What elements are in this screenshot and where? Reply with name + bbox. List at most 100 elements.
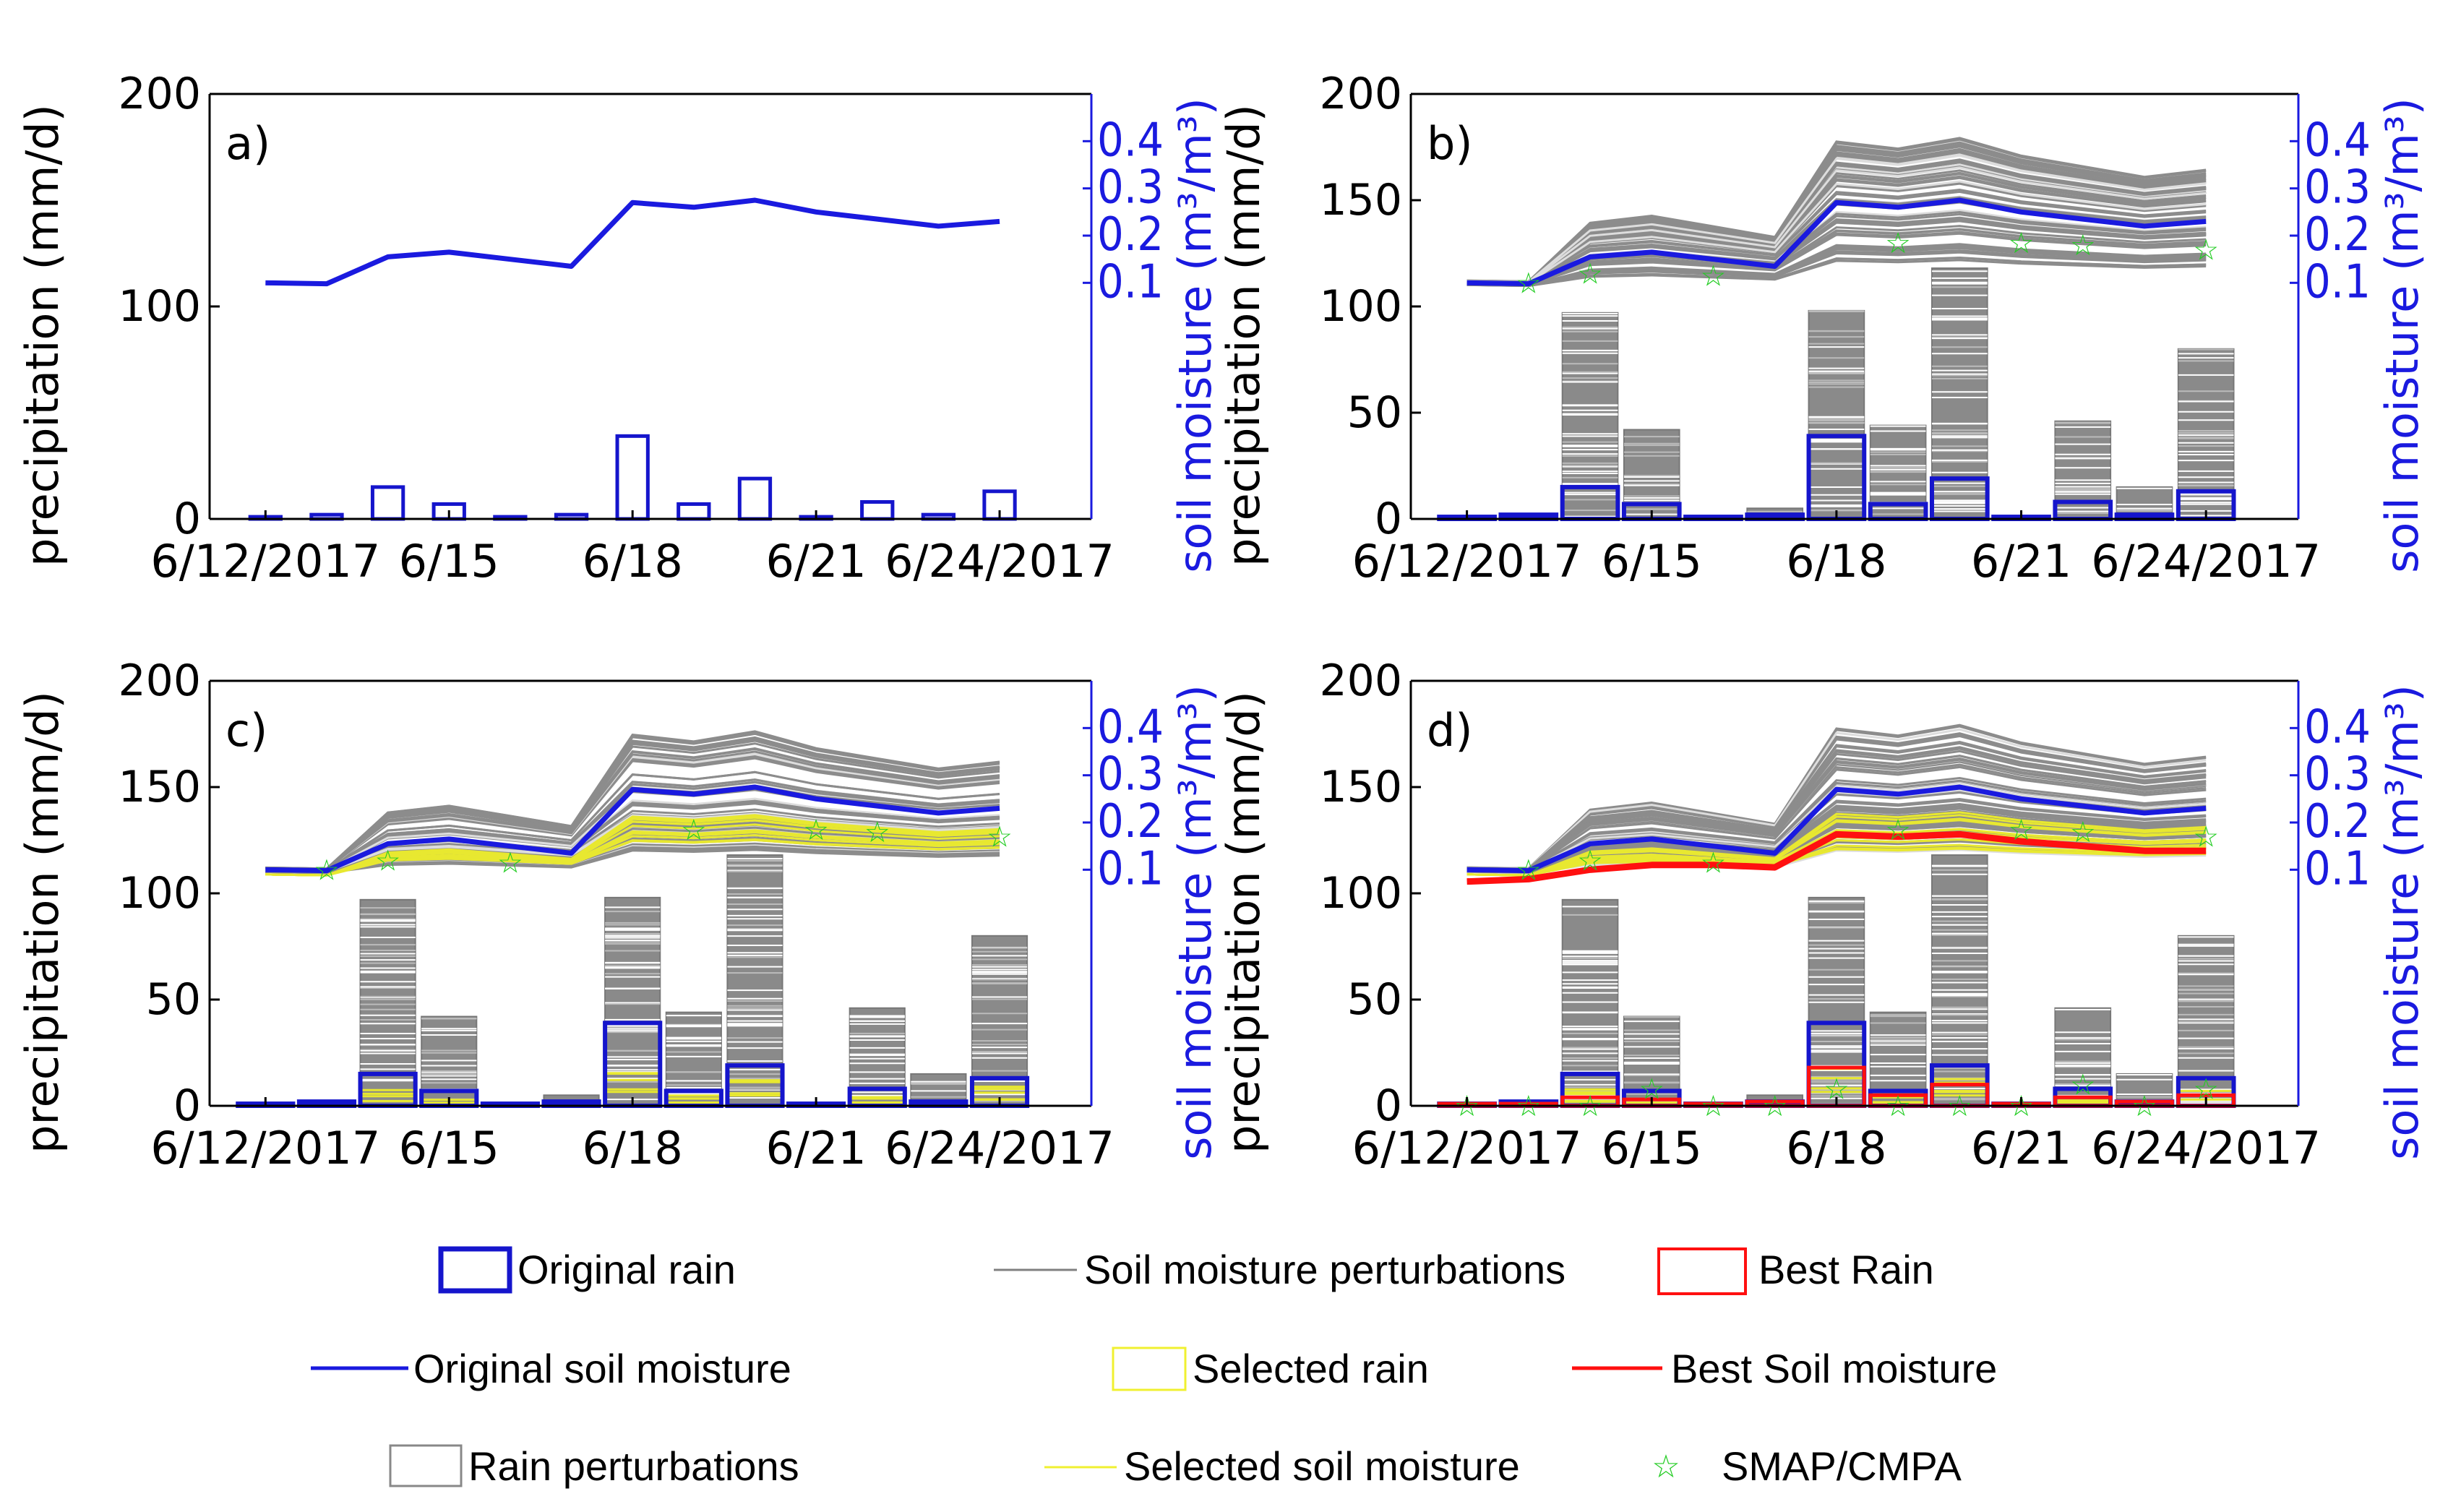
rain-perturbation-fill	[849, 1007, 906, 1107]
soil-moisture-perturbation	[265, 845, 1000, 875]
smap-marker: ☆	[2009, 814, 2035, 847]
smap-marker: ☆	[1885, 227, 1911, 260]
x-tick-label: 6/21	[765, 535, 866, 588]
selected-soil-moisture	[1466, 843, 2207, 877]
right-tick-label: 0.1	[1097, 842, 1164, 895]
smap-marker: ☆	[1701, 260, 1727, 293]
legend-original-soil-moisture-label: Original soil moisture	[413, 1346, 791, 1391]
rain-perturbation-bar	[2054, 420, 2112, 520]
rain-perturbation-bar	[726, 854, 783, 1107]
right-axis-label: soil moisture (m³/m³)	[1169, 98, 1221, 573]
soil-moisture-perturbation	[1466, 171, 2207, 284]
soil-moisture-perturbation	[1466, 141, 2207, 283]
legend-best-rain-swatch	[1657, 1247, 1747, 1295]
x-tick-label: 6/24/2017	[885, 1122, 1114, 1174]
legend-selected-soil-moisture-label: Selected soil moisture	[1124, 1443, 1520, 1489]
rain-perturbation-bar	[1930, 267, 1988, 520]
left-tick-label: 200	[118, 69, 201, 119]
original-rain-bar	[677, 502, 711, 521]
soil-moisture-perturbation	[1466, 175, 2207, 284]
soil-moisture-perturbation	[1466, 196, 2207, 285]
right-tick-label: 0.2	[1097, 208, 1164, 262]
smap-marker: ☆	[2070, 229, 2096, 262]
soil-moisture-perturbation	[1466, 145, 2207, 283]
rain-perturbation-bar	[1808, 309, 1865, 520]
right-tick-label: 0.3	[2304, 748, 2371, 802]
smap-marker: ☆	[1516, 267, 1542, 300]
soil-moisture-perturbation	[1466, 742, 2207, 870]
x-tick-label: 6/12/2017	[150, 1122, 380, 1174]
rain-perturbation-bar	[1930, 854, 1988, 1107]
smap-marker: ☆	[314, 854, 340, 887]
selected-soil-moisture	[265, 838, 1000, 877]
panel-c: ☆ ☆ ☆ ☆ ☆ ☆ ☆ 0 50 100 150 200 0.10.20.30.4 6/12/2017…	[16, 656, 1221, 1174]
soil-moisture-perturbation	[1466, 728, 2207, 870]
original-soil-moisture-line	[265, 197, 1000, 287]
x-tick-label: 6/24/2017	[2091, 535, 2321, 588]
legend-smap-cmpa-marker: ☆	[1652, 1448, 1680, 1485]
x-tick-label: 6/21	[765, 1122, 866, 1174]
rain-perturbation-bar	[604, 896, 661, 1107]
smap-marker: ☆	[987, 821, 1013, 854]
x-tick-label: 6/18	[583, 1122, 683, 1174]
smap-marker: ☆	[1577, 844, 1603, 877]
soil-moisture-perturbation	[1466, 231, 2207, 286]
left-axis-label: precipitation (mm/d)	[1217, 104, 1270, 567]
smap-marker: ☆	[2193, 234, 2219, 267]
soil-moisture-perturbation	[265, 747, 1000, 871]
left-tick-label: 0	[1375, 494, 1402, 544]
right-axis-label: soil moisture (m³/m³)	[2376, 98, 2428, 573]
right-tick-label: 0.2	[2304, 208, 2371, 262]
x-tick-label: 6/18	[1786, 535, 1886, 588]
selected-soil-moisture	[1466, 847, 2207, 877]
legend-best-soil-moisture-label: Best Soil moisture	[1671, 1346, 1997, 1391]
left-tick-label: 100	[1319, 868, 1402, 919]
soil-moisture-perturbation	[265, 808, 1000, 873]
x-tick-label: 6/15	[399, 1122, 499, 1174]
cmpa-marker: ☆	[2070, 1069, 2096, 1102]
soil-moisture-perturbation	[1466, 747, 2207, 871]
soil-moisture-perturbation	[1466, 161, 2207, 284]
original-soil-moisture-line	[1466, 197, 2207, 287]
smap-marker: ☆	[2070, 816, 2096, 849]
left-tick-label: 100	[1319, 281, 1402, 332]
soil-moisture-perturbation	[1466, 148, 2207, 283]
left-tick-label: 200	[1319, 656, 1402, 706]
selected-soil-moisture	[265, 829, 1000, 877]
selected-soil-moisture	[265, 823, 1000, 877]
right-tick-label: 0.4	[2304, 113, 2371, 167]
left-tick-label: 50	[1347, 387, 1402, 438]
left-tick-label: 150	[1319, 175, 1402, 225]
smap-marker: ☆	[375, 844, 401, 877]
soil-moisture-perturbation	[1466, 225, 2207, 286]
selected-soil-moisture	[1466, 814, 2207, 877]
panel-label: a)	[226, 117, 270, 170]
right-tick-label: 0.2	[1097, 795, 1164, 849]
x-tick-label: 6/18	[1786, 1122, 1886, 1174]
smap-marker: ☆	[803, 814, 829, 847]
soil-moisture-perturbation	[265, 739, 1000, 870]
best-soil-moisture-line	[1466, 830, 2207, 885]
soil-moisture-perturbation	[265, 730, 1000, 870]
soil-moisture-perturbation	[265, 770, 1000, 872]
rain-perturbation-fill	[1808, 309, 1865, 520]
right-tick-label: 0.1	[1097, 255, 1164, 309]
rain-perturbation-fill	[359, 898, 416, 1107]
original-rain-bar	[370, 485, 405, 521]
right-tick-label: 0.3	[1097, 748, 1164, 802]
panel-d: ☆☆☆☆☆☆☆☆☆☆☆☆☆☆☆☆☆☆☆☆0501001502000.10.20.…	[1217, 656, 2428, 1174]
right-axis-label: soil moisture (m³/m³)	[1169, 684, 1221, 1160]
rain-perturbation-fill	[1930, 267, 1988, 520]
soil-moisture-perturbation	[1466, 757, 2207, 871]
soil-moisture-perturbation	[1466, 154, 2207, 283]
original-soil-moisture-line	[1466, 784, 2207, 874]
soil-moisture-perturbation	[1466, 245, 2207, 287]
panel-label: c)	[226, 704, 267, 757]
soil-moisture-perturbation	[1466, 137, 2207, 283]
rain-perturbation-fill	[2054, 420, 2112, 520]
panel-label: d)	[1427, 704, 1473, 757]
smap-marker: ☆	[2193, 821, 2219, 854]
rain-perturbation-bar	[359, 898, 416, 1107]
left-tick-label: 100	[118, 281, 201, 332]
